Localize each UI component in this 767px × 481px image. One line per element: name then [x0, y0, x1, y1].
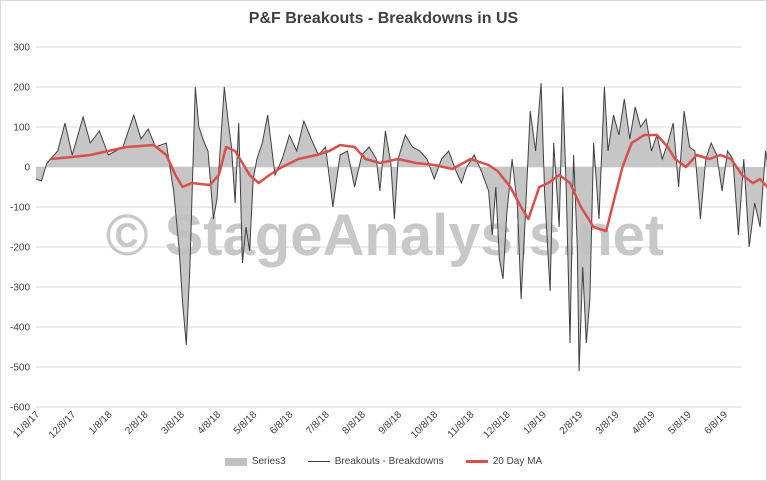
y-axis-ticks: 300 200 100 0 -100 -200 -300 -400 -500 -600 [10, 43, 30, 414]
y-tick-label: 100 [13, 123, 30, 134]
y-tick-label: -600 [10, 403, 30, 414]
x-tick-label: 4/8/19 [630, 409, 658, 437]
legend-swatch-line [307, 461, 330, 462]
y-tick-label: 200 [13, 83, 30, 94]
x-tick-label: 5/8/19 [666, 409, 694, 437]
legend-item-ma: 20 Day MA [465, 456, 543, 467]
y-tick-label: 300 [13, 43, 30, 54]
legend-label-breakouts: Breakouts - Breakdowns [334, 456, 444, 467]
legend-swatch-area [224, 457, 247, 466]
ma-series [50, 133, 767, 233]
legend-item-series3: Series3 [224, 456, 286, 467]
x-tick-label: 1/8/18 [87, 409, 115, 437]
x-axis-ticks: 11/8/17 12/8/17 1/8/18 2/8/18 3/8/18 4/8/18 5/… [11, 409, 730, 441]
ma-20-day-line [50, 133, 767, 233]
x-tick-label: 7/8/18 [304, 409, 332, 437]
x-tick-label: 10/8/18 [409, 409, 441, 441]
legend-swatch-ma [465, 460, 488, 463]
y-tick-label: 0 [24, 163, 30, 174]
legend-label-ma: 20 Day MA [492, 456, 543, 467]
x-tick-label: 8/8/18 [341, 409, 369, 437]
x-tick-label: 4/8/18 [196, 409, 224, 437]
x-tick-label: 12/8/17 [47, 409, 79, 441]
line-series [35, 82, 767, 372]
y-tick-label: -300 [10, 283, 30, 294]
x-tick-label: 12/8/18 [481, 409, 513, 441]
legend: Series3 Breakouts - Breakdowns 20 Day MA [0, 456, 767, 467]
chart-title: P&F Breakouts - Breakdowns in US [248, 10, 519, 27]
y-tick-label: -100 [10, 203, 30, 214]
x-tick-label: 2/8/18 [123, 409, 151, 437]
x-tick-label: 6/8/18 [268, 409, 296, 437]
y-tick-label: -400 [10, 323, 30, 334]
breakouts-breakdowns-line [35, 82, 767, 372]
x-tick-label: 11/8/17 [11, 409, 42, 440]
y-tick-label: -200 [10, 243, 30, 254]
x-tick-label: 2/8/19 [558, 409, 586, 437]
x-tick-label: 3/8/19 [594, 409, 622, 437]
legend-label-series3: Series3 [251, 456, 286, 467]
x-tick-label: 9/8/18 [377, 409, 405, 437]
legend-item-breakouts: Breakouts - Breakdowns [307, 456, 444, 467]
x-tick-label: 3/8/18 [159, 409, 187, 437]
x-tick-label: 1/8/19 [522, 409, 550, 437]
y-tick-label: -500 [10, 363, 30, 374]
x-tick-label: 11/8/18 [446, 409, 477, 440]
x-tick-label: 5/8/18 [232, 409, 260, 437]
x-tick-label: 6/8/19 [703, 409, 731, 437]
